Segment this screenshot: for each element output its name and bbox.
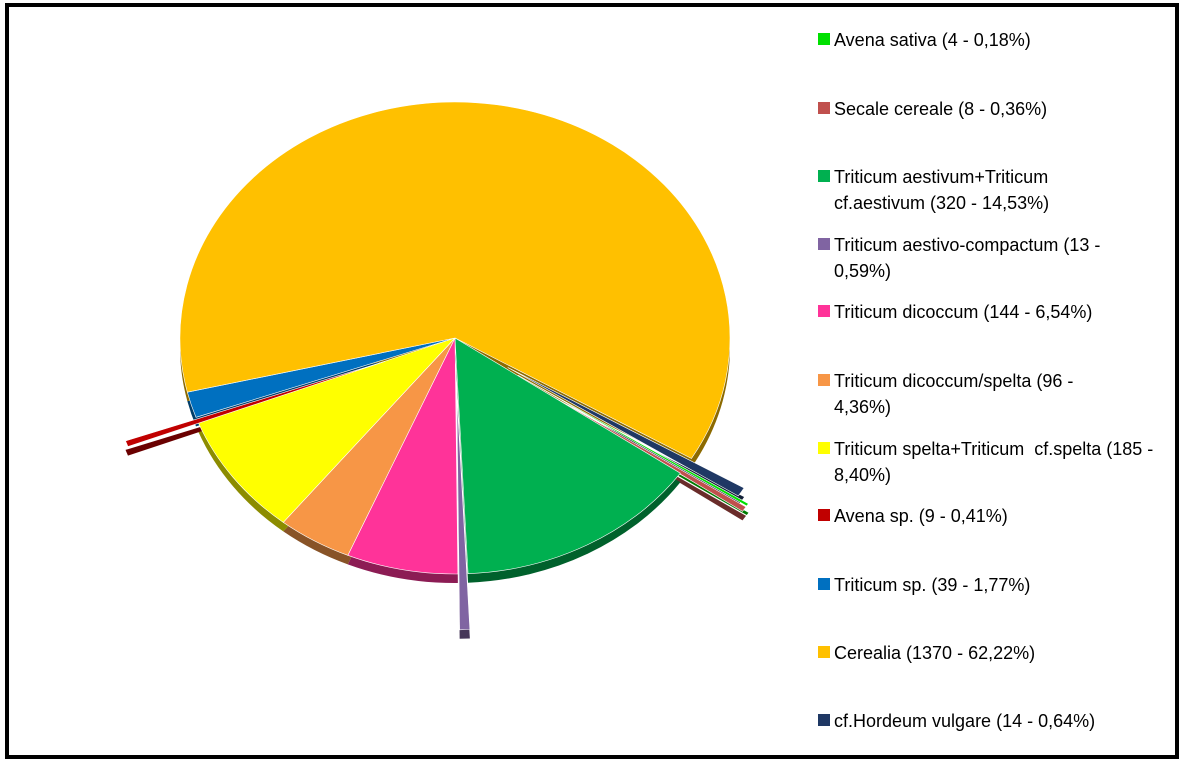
legend-swatch xyxy=(818,305,830,317)
legend-item-triticum-sp: Triticum sp. (39 - 1,77%) xyxy=(818,572,1158,598)
legend-swatch xyxy=(818,102,830,114)
legend-swatch xyxy=(818,646,830,658)
legend-label: Avena sativa (4 - 0,18%) xyxy=(834,30,1031,50)
legend-label: Secale cereale (8 - 0,36%) xyxy=(834,99,1048,119)
legend-swatch xyxy=(818,714,830,726)
pie-slice-triticum-dicoccum xyxy=(347,337,459,575)
legend-item-triticum-dicoccum: Triticum dicoccum (144 - 6,54%) xyxy=(818,299,1158,325)
legend-label: Triticum sp. (39 - 1,77%) xyxy=(834,575,1031,595)
legend-item-triticum-aestivo-compactum: Triticum aestivo-compactum (13 - 0,59%) xyxy=(818,232,1158,284)
legend-swatch xyxy=(818,238,830,250)
legend-label: Triticum aestivum+Triticum cf.aestivum (… xyxy=(834,167,1054,213)
legend-label: cf.Hordeum vulgare (14 - 0,64%) xyxy=(834,711,1096,731)
pie-slice-cerealia xyxy=(179,101,731,459)
pie-slice-avena-sativa xyxy=(517,374,749,507)
legend-item-cerealia: Cerealia (1370 - 62,22%) xyxy=(818,640,1158,666)
pie-slice-triticum-spelta-triticum-cf-spelta xyxy=(198,337,456,523)
legend-label: Triticum dicoccum/spelta (96 - 4,36%) xyxy=(834,371,1079,417)
legend-label: Triticum dicoccum (144 - 6,54%) xyxy=(834,302,1093,322)
legend-label: Triticum spelta+Triticum cf.spelta (185 … xyxy=(834,439,1159,485)
legend-item-triticum-spelta: Triticum spelta+Triticum cf.spelta (185 … xyxy=(818,436,1158,488)
legend-label: Avena sp. (9 - 0,41%) xyxy=(834,506,1008,526)
legend-swatch xyxy=(818,374,830,386)
legend-item-triticum-dicoccum-spelta: Triticum dicoccum/spelta (96 - 4,36%) xyxy=(818,368,1158,420)
legend-label: Triticum aestivo-compactum (13 - 0,59%) xyxy=(834,235,1106,281)
pie-slice-triticum-aestivo-compactum xyxy=(456,393,471,631)
legend-item-triticum-aestivum: Triticum aestivum+Triticum cf.aestivum (… xyxy=(818,164,1158,216)
legend-swatch xyxy=(818,170,830,182)
pie-slice-avena-sp xyxy=(125,361,385,447)
legend-item-avena-sativa: Avena sativa (4 - 0,18%) xyxy=(818,27,1158,53)
pie-slice-triticum-aestivum-triticum-cf-aestivum xyxy=(454,337,681,575)
legend-label: Cerealia (1370 - 62,22%) xyxy=(834,643,1036,663)
pie-slice-cf-hordeum-vulgare xyxy=(507,367,745,497)
legend-swatch xyxy=(818,33,830,45)
legend-swatch xyxy=(818,578,830,590)
chart-legend: Avena sativa (4 - 0,18%) Secale cereale … xyxy=(818,0,1158,767)
legend-item-cf-hordeum-vulgare: cf.Hordeum vulgare (14 - 0,64%) xyxy=(818,708,1158,734)
legend-swatch xyxy=(818,509,830,521)
legend-swatch xyxy=(818,442,830,454)
legend-item-secale-cereale: Secale cereale (8 - 0,36%) xyxy=(818,96,1158,122)
legend-item-avena-sp: Avena sp. (9 - 0,41%) xyxy=(818,503,1158,529)
